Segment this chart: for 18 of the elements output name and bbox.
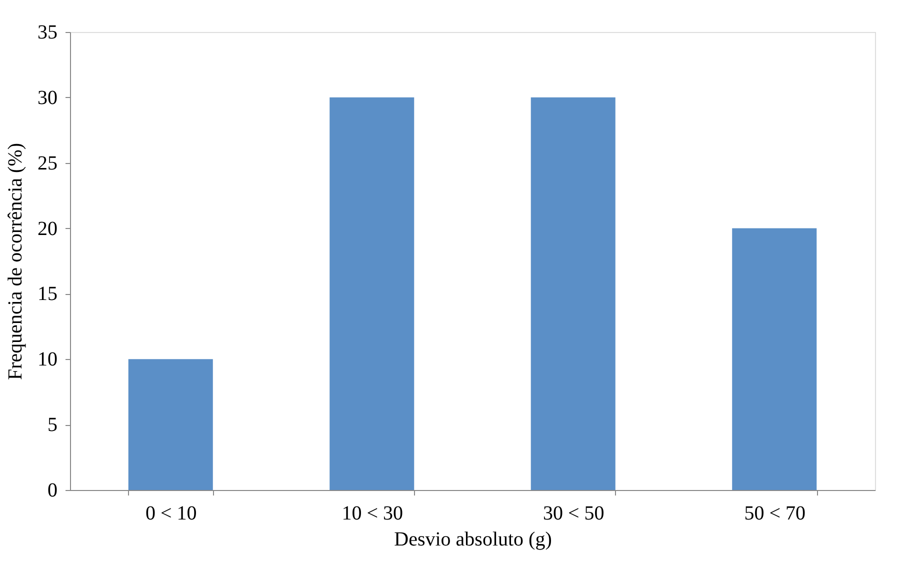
bar: [530, 97, 616, 490]
bar: [732, 228, 817, 490]
bar: [330, 97, 414, 490]
y-tick-label: 5: [48, 414, 58, 436]
y-tick-label: 30: [38, 86, 58, 109]
y-tick-label: 25: [38, 152, 58, 174]
y-tick-label: 20: [38, 218, 58, 240]
x-tick-label: 10 < 30: [342, 502, 404, 524]
x-tick-label: 0 < 10: [145, 502, 197, 524]
y-axis-title: Frequencia de ocorrência (%): [4, 142, 26, 380]
x-tick-label: 50 < 70: [744, 502, 806, 524]
y-tick-label: 35: [38, 22, 58, 44]
y-tick-label: 15: [38, 283, 58, 306]
x-axis-title: Desvio absoluto (g): [394, 528, 552, 550]
y-tick-label: 10: [38, 348, 58, 371]
bar: [128, 359, 213, 490]
x-tick-label: 30 < 50: [542, 502, 604, 524]
y-tick-label: 0: [48, 480, 58, 502]
